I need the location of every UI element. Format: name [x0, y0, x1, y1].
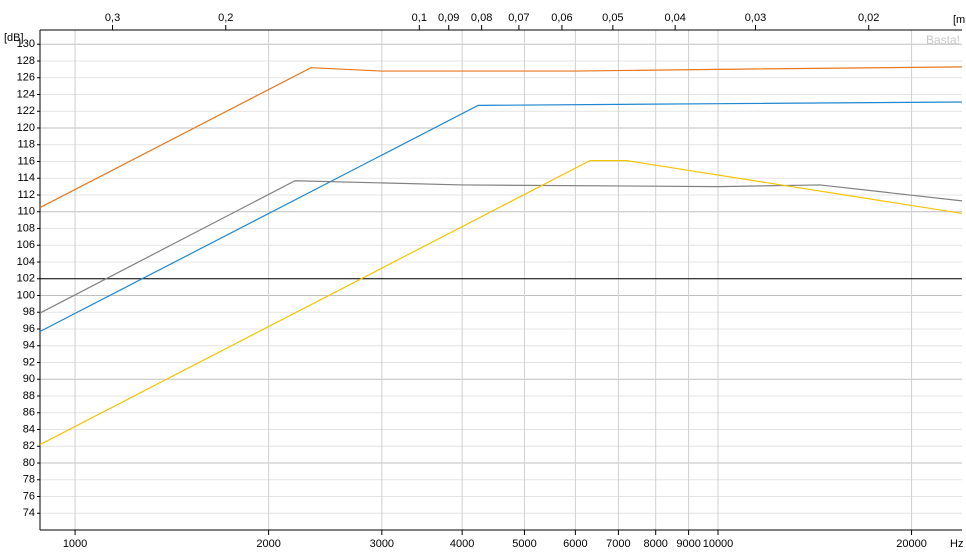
x2-tick-label: 0,03	[745, 12, 766, 24]
x2-tick-label: 0,06	[551, 12, 572, 24]
y-tick-label: 96	[23, 323, 35, 335]
x-tick-label: 7000	[606, 538, 630, 550]
y-tick-label: 118	[17, 139, 35, 151]
y-tick-label: 88	[23, 390, 35, 402]
x-tick-label: 6000	[563, 538, 587, 550]
x-tick-label: 9000	[676, 538, 700, 550]
series-line	[39, 66, 963, 209]
y-tick-label: 106	[17, 239, 35, 251]
x2-tick-label: 0,04	[664, 12, 685, 24]
y-tick-label: 90	[23, 373, 35, 385]
x2-tick-label: 0,02	[858, 12, 879, 24]
y-tick-label: 74	[23, 507, 35, 519]
y-tick-label: 116	[17, 155, 35, 167]
y-tick-label: 122	[17, 105, 35, 117]
y-tick-label: 100	[17, 289, 35, 301]
series-line	[39, 101, 963, 333]
y-tick-label: 128	[17, 55, 35, 67]
y-tick-label: 80	[23, 457, 35, 469]
x-tick-label: 10000	[703, 538, 734, 550]
y-tick-label: 126	[17, 72, 35, 84]
y-tick-label: 82	[23, 440, 35, 452]
x2-axis-label: [m	[953, 14, 965, 26]
x-tick-label: 4000	[450, 538, 474, 550]
y-tick-label: 76	[23, 490, 35, 502]
x-tick-label: 2000	[256, 538, 280, 550]
y-tick-label: 86	[23, 407, 35, 419]
y-tick-label: 92	[23, 356, 35, 368]
x2-tick-label: 0,3	[105, 12, 120, 24]
y-tick-label: 94	[23, 340, 35, 352]
x-tick-label: 1000	[63, 538, 87, 550]
watermark: Basta!	[926, 33, 960, 47]
y-tick-label: 104	[17, 256, 35, 268]
x2-tick-label: 0,2	[218, 12, 233, 24]
x-axis-label: Hz	[950, 538, 963, 550]
x2-tick-label: 0,1	[412, 12, 427, 24]
x-tick-label: 3000	[370, 538, 394, 550]
x2-tick-label: 0,07	[508, 12, 529, 24]
y-tick-label: 124	[17, 88, 35, 100]
y-tick-label: 102	[17, 273, 35, 285]
series-line	[39, 160, 963, 446]
y-tick-label: 98	[23, 306, 35, 318]
y-tick-label: 110	[17, 206, 35, 218]
y-axis-label: [dB]	[4, 32, 24, 44]
y-tick-label: 112	[17, 189, 35, 201]
y-tick-label: 108	[17, 222, 35, 234]
y-tick-label: 84	[23, 423, 35, 435]
x2-tick-label: 0,05	[602, 12, 623, 24]
x-tick-label: 8000	[643, 538, 667, 550]
y-tick-label: 130	[17, 38, 35, 50]
x-tick-label: 5000	[512, 538, 536, 550]
series-line	[39, 180, 963, 314]
x2-tick-label: 0,09	[438, 12, 459, 24]
y-tick-label: 114	[17, 172, 35, 184]
y-tick-label: 120	[17, 122, 35, 134]
y-tick-label: 78	[23, 474, 35, 486]
x-tick-label: 20000	[896, 538, 927, 550]
x2-tick-label: 0,08	[471, 12, 492, 24]
